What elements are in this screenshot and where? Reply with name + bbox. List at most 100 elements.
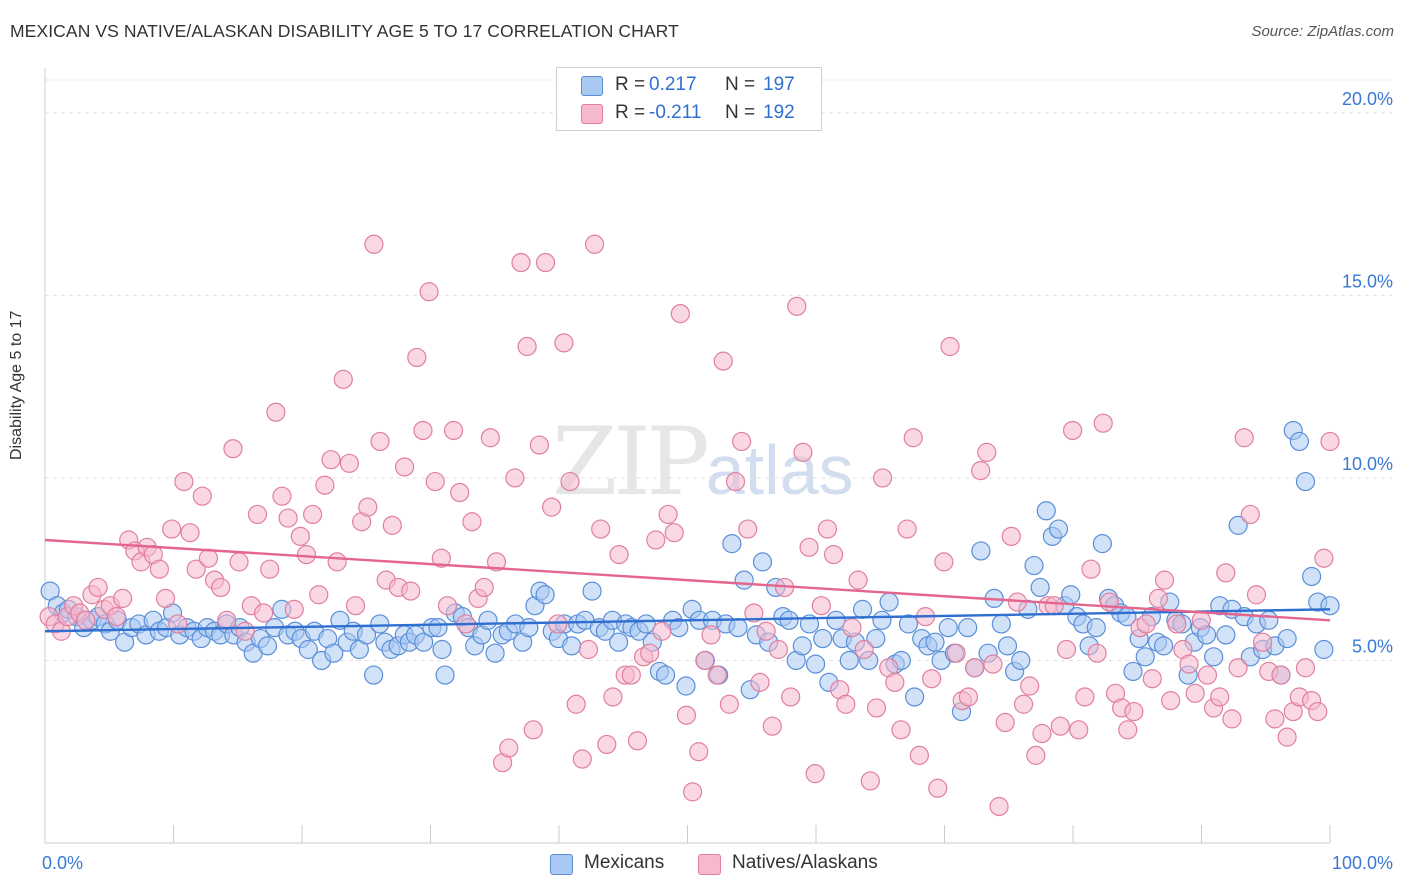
- natives-point: [1216, 563, 1236, 583]
- mexicans-point: [1030, 577, 1050, 598]
- natives-point: [223, 439, 243, 459]
- natives-point: [290, 526, 310, 546]
- natives-point: [836, 694, 856, 714]
- natives-point: [928, 778, 948, 798]
- natives-point: [431, 548, 451, 568]
- mexicans-point: [958, 618, 978, 638]
- swatch-mexicans: [581, 76, 603, 96]
- r-value: -0.211: [649, 102, 702, 123]
- mexicans-point: [1216, 625, 1236, 645]
- n-label: N =: [725, 74, 756, 95]
- natives-point: [1087, 643, 1107, 663]
- natives-point: [407, 347, 427, 368]
- natives-point: [1148, 588, 1168, 609]
- mexicans-point: [1314, 639, 1334, 660]
- natives-point: [1320, 431, 1340, 452]
- mexicans-point: [562, 636, 582, 656]
- y-tick-label: 5.0%: [1352, 636, 1393, 656]
- natives-point: [272, 486, 292, 506]
- natives-point: [1142, 669, 1162, 689]
- trend-lines: [44, 538, 1331, 633]
- mexicans-point: [414, 632, 434, 652]
- mexicans-point: [257, 636, 278, 656]
- natives-point: [186, 559, 206, 579]
- natives-point: [646, 530, 666, 550]
- natives-point: [603, 687, 623, 707]
- tick-labels: 5.0% 10.0% 15.0% 20.0% 0.0% 100.0%: [42, 89, 1393, 873]
- natives-point: [842, 618, 862, 638]
- mexicans-point: [1011, 650, 1031, 671]
- natives-point: [155, 588, 176, 609]
- mexicans-point: [535, 585, 555, 605]
- natives-point: [725, 471, 746, 492]
- natives-point: [1222, 709, 1242, 729]
- natives-point: [149, 559, 170, 579]
- n-label: N =: [725, 102, 756, 123]
- natives-point: [211, 577, 231, 598]
- natives-point: [799, 537, 819, 557]
- mexicans-point: [370, 614, 390, 634]
- natives-point: [1075, 687, 1095, 707]
- natives-point: [217, 610, 237, 630]
- natives-point: [296, 544, 317, 565]
- natives-point: [578, 639, 599, 660]
- natives-points: [39, 234, 1340, 817]
- natives-point: [1277, 727, 1297, 747]
- natives-point: [1210, 687, 1230, 707]
- natives-point: [266, 402, 286, 422]
- mexicans-point: [1036, 501, 1056, 521]
- natives-point: [738, 519, 758, 539]
- natives-point: [278, 508, 298, 528]
- natives-point: [1099, 592, 1119, 612]
- mexicans-point: [722, 534, 742, 554]
- mexicans-point: [904, 687, 925, 707]
- natives-point: [903, 428, 923, 448]
- mexicans-point: [485, 643, 505, 663]
- mexicans-point: [298, 639, 318, 660]
- mexicans-point: [655, 665, 676, 685]
- natives-point: [450, 482, 470, 503]
- source-label: Source: ZipAtlas.com: [1251, 23, 1394, 40]
- mexicans-point: [728, 618, 748, 638]
- natives-point: [934, 552, 954, 572]
- natives-point: [253, 603, 274, 623]
- natives-point: [394, 457, 415, 477]
- natives-point: [1191, 610, 1211, 630]
- stats-legend: R = 0.217 N = 197 R = -0.211 N = 192: [556, 67, 822, 131]
- natives-point: [235, 621, 255, 641]
- mexicans-point: [519, 618, 539, 638]
- y-tick-label: 10.0%: [1342, 454, 1393, 474]
- mexicans-point: [1289, 431, 1309, 452]
- natives-point: [535, 252, 556, 273]
- natives-point: [768, 639, 789, 660]
- natives-point: [909, 745, 929, 765]
- natives-point: [977, 442, 997, 462]
- mexicans-point: [826, 610, 846, 630]
- natives-point: [744, 603, 764, 623]
- legend-swatch-natives: [698, 854, 721, 875]
- natives-point: [247, 504, 268, 525]
- natives-point: [505, 468, 525, 488]
- mexicans-point: [991, 614, 1011, 634]
- natives-point: [529, 435, 549, 455]
- r-label: R =: [615, 74, 646, 95]
- natives-point: [652, 621, 672, 641]
- natives-point: [823, 544, 844, 565]
- natives-point: [88, 577, 108, 598]
- grid-lines: [45, 79, 1392, 661]
- natives-point: [1246, 585, 1267, 605]
- natives-point: [443, 420, 464, 441]
- watermark: ZIPatlas: [552, 408, 854, 517]
- natives-point: [284, 599, 304, 619]
- mexicans-point: [997, 636, 1018, 656]
- natives-point: [180, 523, 200, 543]
- natives-point: [1081, 559, 1101, 579]
- natives-point: [480, 428, 500, 448]
- watermark-atlas: atlas: [705, 431, 854, 509]
- natives-point: [309, 585, 329, 605]
- natives-point: [1228, 658, 1248, 678]
- natives-point: [707, 665, 727, 685]
- natives-point: [1020, 676, 1040, 696]
- natives-point: [885, 672, 905, 692]
